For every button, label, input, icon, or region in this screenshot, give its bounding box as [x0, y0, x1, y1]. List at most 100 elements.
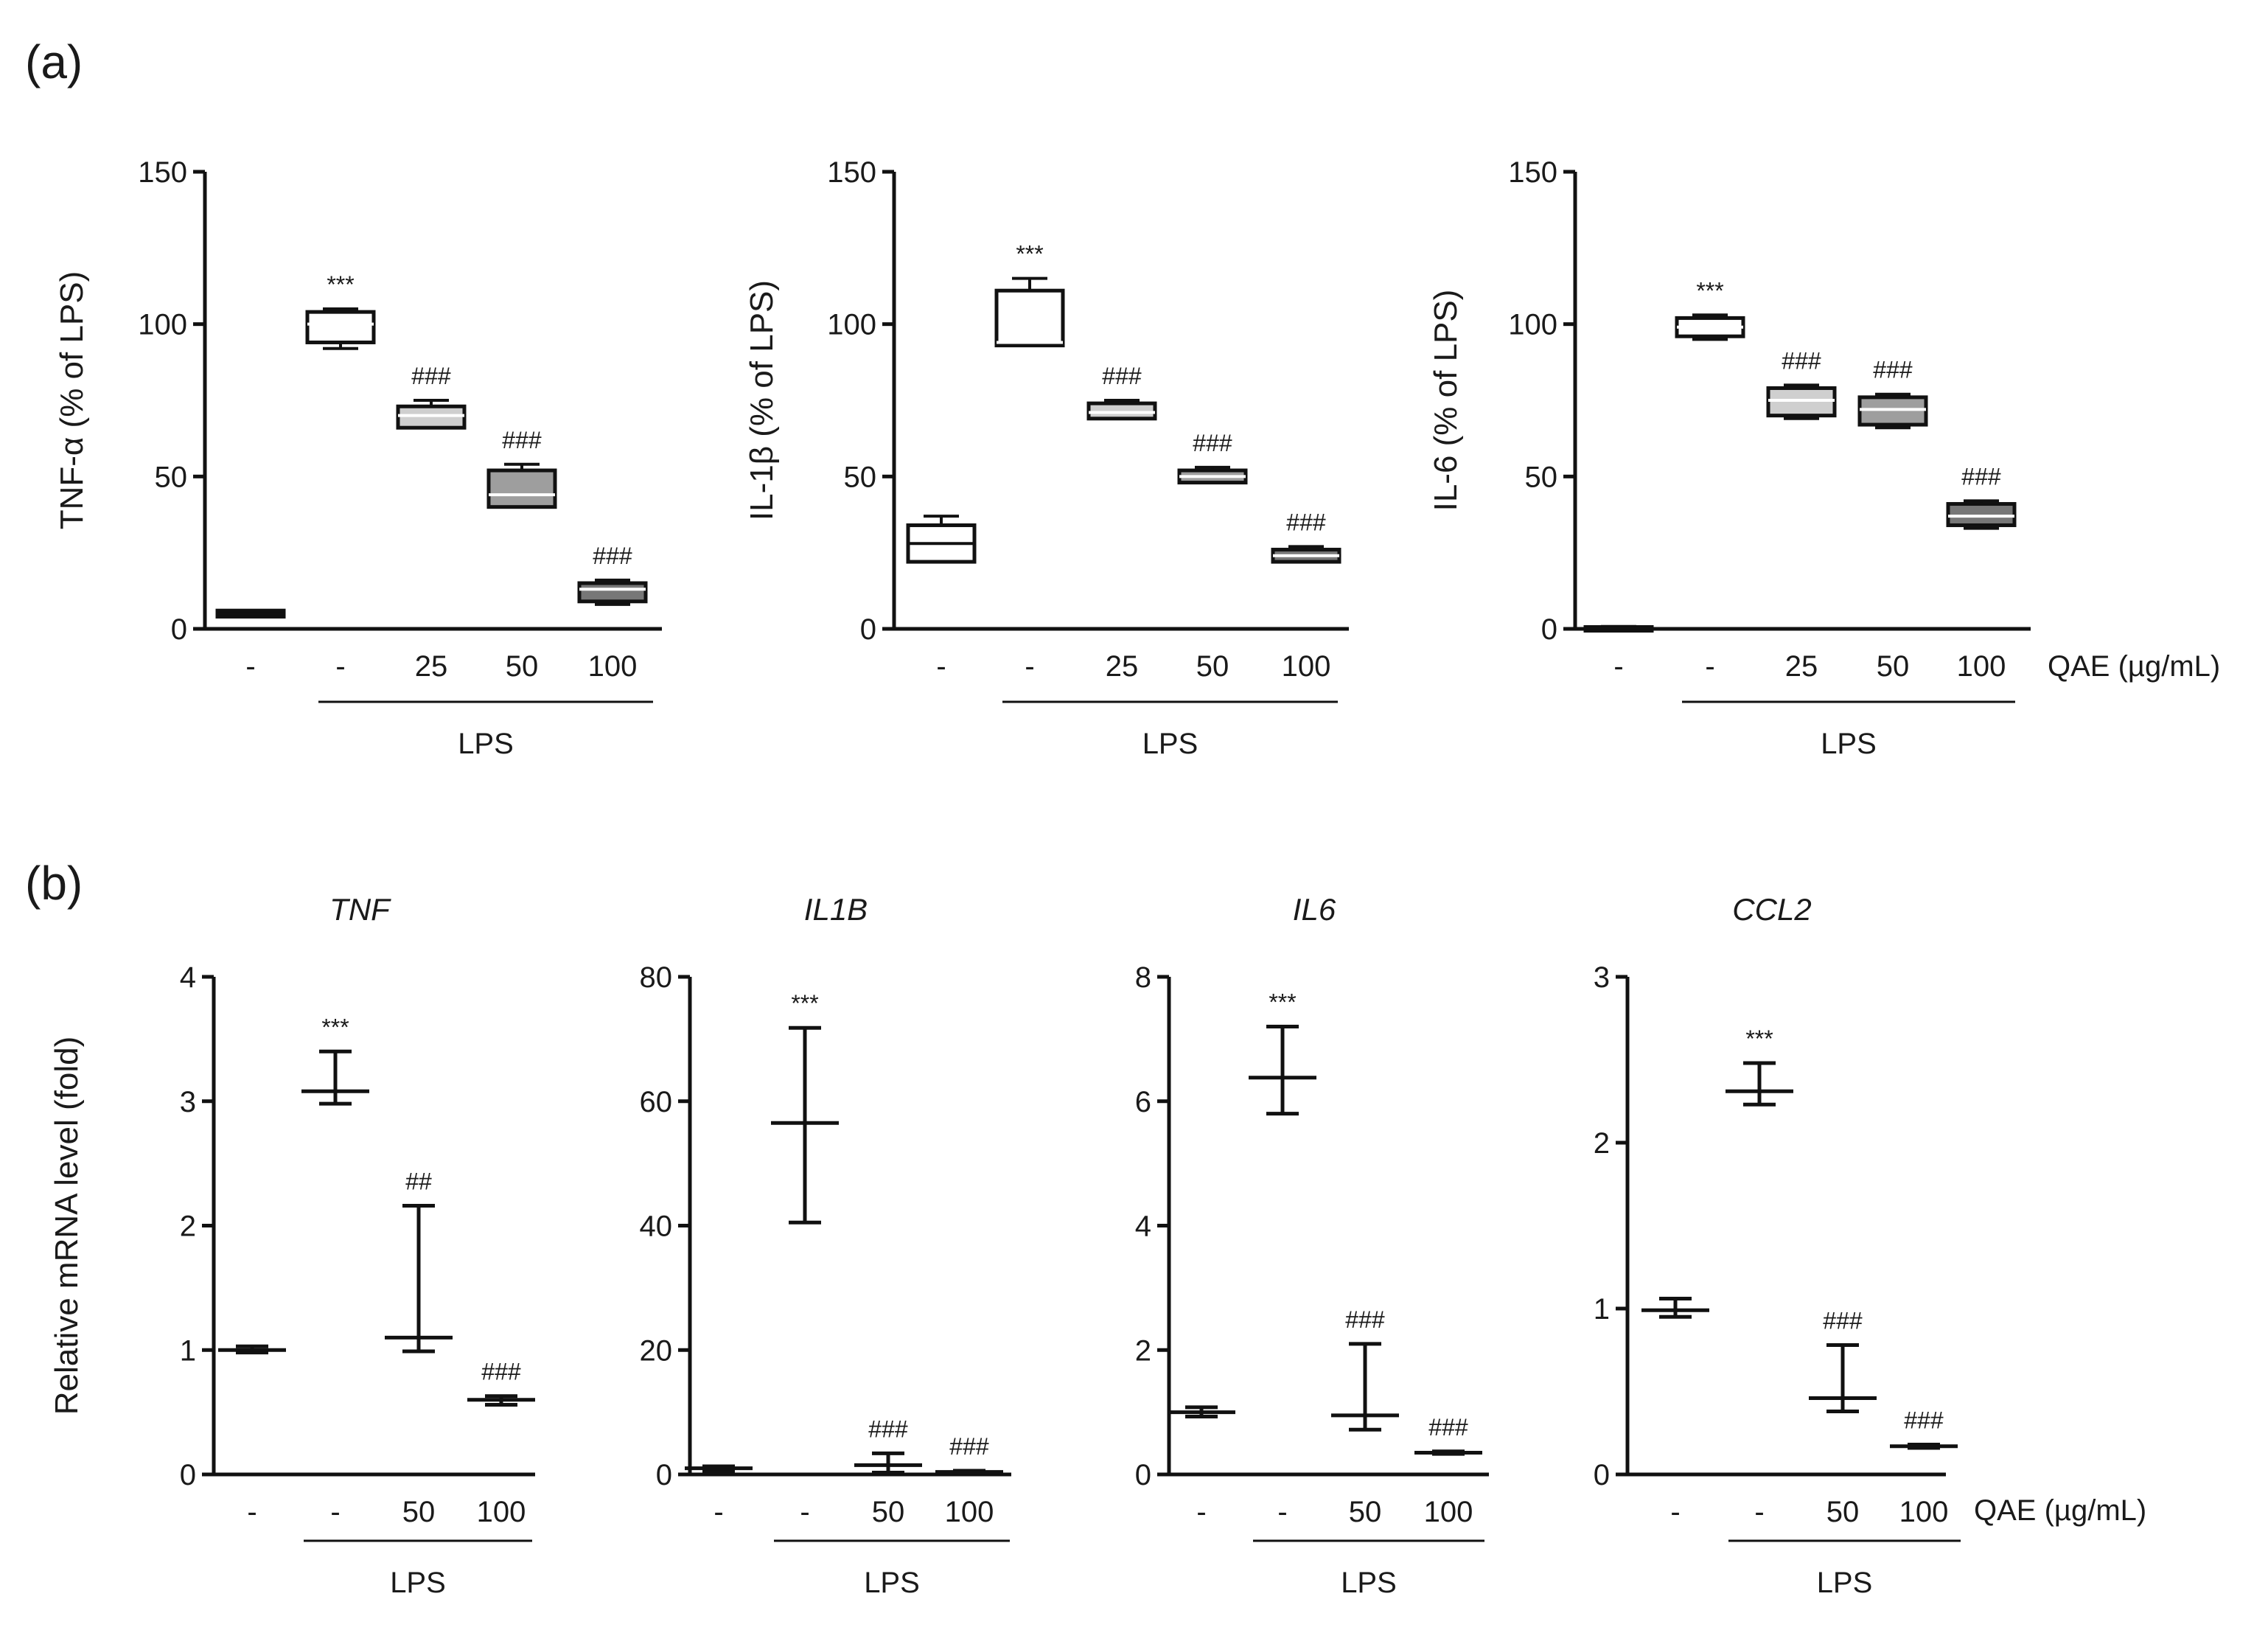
point-1: [301, 1049, 369, 1106]
box-0: [1583, 624, 1654, 633]
il1b-mrna-chart: 0 20 40 60 80 IL1B - - 50 100 LPS *** ### ###: [640, 892, 1011, 1599]
point-3: [467, 1394, 535, 1407]
x-tick-label: -: [713, 1496, 723, 1528]
y-tick-label: 0: [860, 613, 876, 646]
x-tick-label: -: [1196, 1496, 1206, 1528]
y-tick-label: 0: [656, 1459, 672, 1491]
x-tick-label: -: [1277, 1496, 1287, 1528]
significance-label: ###: [1961, 463, 2001, 490]
x-tick-label: -: [330, 1496, 340, 1528]
y-axis-label: IL-1β (% of LPS): [744, 280, 780, 520]
chart-title: IL1B: [804, 892, 868, 927]
significance-label: ###: [868, 1415, 908, 1442]
significance-label: ***: [1745, 1025, 1773, 1052]
y-tick-label: 80: [640, 961, 673, 994]
y-tick-label: 150: [827, 156, 876, 189]
significance-label: ***: [791, 990, 818, 1017]
point-2: [1331, 1342, 1399, 1432]
y-tick-label: 6: [1135, 1086, 1151, 1118]
chart-title: IL6: [1293, 892, 1336, 927]
significance-label: ***: [1016, 241, 1043, 268]
box-0: [906, 515, 977, 564]
x-tick-label: -: [800, 1496, 809, 1528]
x-tick-label: -: [1705, 650, 1714, 683]
box-1: [305, 307, 376, 350]
x-tick-label: 50: [402, 1496, 436, 1528]
significance-label: ***: [1269, 989, 1296, 1016]
box-body: [577, 581, 648, 604]
point-3: [935, 1469, 1003, 1475]
x-tick-label: 50: [1349, 1496, 1382, 1528]
y-tick-label: 0: [1594, 1459, 1610, 1491]
treatment-label-row-a: QAE (µg/mL): [2048, 650, 2220, 683]
significance-label: ***: [321, 1014, 349, 1040]
point-0: [685, 1464, 753, 1473]
box-body: [994, 288, 1065, 348]
lps-label: LPS: [864, 1567, 920, 1599]
point-1: [1249, 1025, 1316, 1116]
y-tick-label: 0: [171, 613, 187, 646]
point-2: [854, 1451, 922, 1474]
x-tick-label: 100: [1282, 650, 1331, 683]
box-2: [1086, 399, 1157, 421]
chart-title: TNF: [329, 892, 391, 927]
y-tick-label: 60: [640, 1086, 673, 1118]
significance-label: ###: [1428, 1414, 1468, 1441]
significance-label: ###: [1904, 1407, 1944, 1434]
box-1: [1675, 313, 1745, 341]
x-tick-label: -: [335, 650, 345, 683]
lps-label: LPS: [1821, 728, 1877, 760]
x-tick-label: 50: [506, 650, 539, 683]
box-body: [305, 310, 376, 344]
significance-label: ###: [1782, 347, 1821, 374]
y-tick-label: 50: [155, 461, 188, 493]
y-tick-label: 2: [180, 1211, 196, 1243]
x-tick-label: 25: [1785, 650, 1818, 683]
box-0: [215, 608, 286, 619]
y-tick-label: 2: [1594, 1127, 1610, 1160]
box-4: [1946, 499, 2017, 530]
significance-label: ###: [1286, 509, 1326, 535]
x-tick-label: -: [247, 1496, 257, 1528]
significance-label: ***: [327, 271, 354, 298]
point-3: [1890, 1443, 1958, 1450]
point-1: [771, 1025, 839, 1225]
significance-label: ***: [1696, 277, 1723, 304]
x-tick-label: 50: [1826, 1496, 1860, 1528]
treatment-label-row-b: QAE (µg/mL): [1974, 1494, 2146, 1527]
y-tick-label: 4: [180, 961, 196, 994]
x-tick-label: 100: [1899, 1496, 1949, 1528]
panel-label-b: (b): [25, 857, 83, 910]
box-1: [994, 276, 1065, 348]
y-tick-label: 20: [640, 1334, 673, 1367]
y-tick-label: 3: [180, 1086, 196, 1118]
ccl2-mrna-chart: 0 1 2 3 CCL2 - - 50 100 LPS *** ### ###: [1594, 892, 1961, 1599]
significance-label: ###: [481, 1359, 521, 1385]
y-tick-label: 1: [180, 1334, 196, 1367]
significance-label: ###: [1873, 357, 1913, 383]
tnf-alpha-protein-chart: 0 50 100 150 TNF-α (% of LPS) - - 25 50 100 LPS ***…: [54, 156, 662, 760]
significance-label: ###: [1102, 363, 1142, 389]
significance-label: ###: [502, 427, 542, 453]
y-tick-label: 150: [138, 156, 187, 189]
il1b-protein-chart: 0 50 100 150 IL-1β (% of LPS) - - 25 50 100 LPS ***…: [744, 156, 1349, 760]
significance-label: ###: [1823, 1308, 1863, 1334]
lps-label: LPS: [1142, 728, 1198, 760]
x-tick-label: -: [1754, 1496, 1764, 1528]
x-tick-label: -: [936, 650, 946, 683]
box-2: [1766, 383, 1837, 420]
point-2: [1809, 1343, 1877, 1413]
significance-label: ##: [405, 1168, 432, 1195]
y-axis-label: TNF-α (% of LPS): [54, 271, 90, 530]
point-1: [1726, 1061, 1793, 1107]
point-0: [218, 1344, 286, 1355]
box-body: [1946, 502, 2017, 527]
y-tick-label: 0: [1135, 1459, 1151, 1491]
y-tick-label: 0: [1541, 613, 1557, 646]
point-2: [385, 1204, 453, 1354]
x-tick-label: 25: [415, 650, 448, 683]
x-tick-label: 100: [1957, 650, 2006, 683]
y-tick-label: 50: [1525, 461, 1558, 493]
y-tick-label: 50: [844, 461, 877, 493]
y-tick-label: 100: [138, 309, 187, 341]
